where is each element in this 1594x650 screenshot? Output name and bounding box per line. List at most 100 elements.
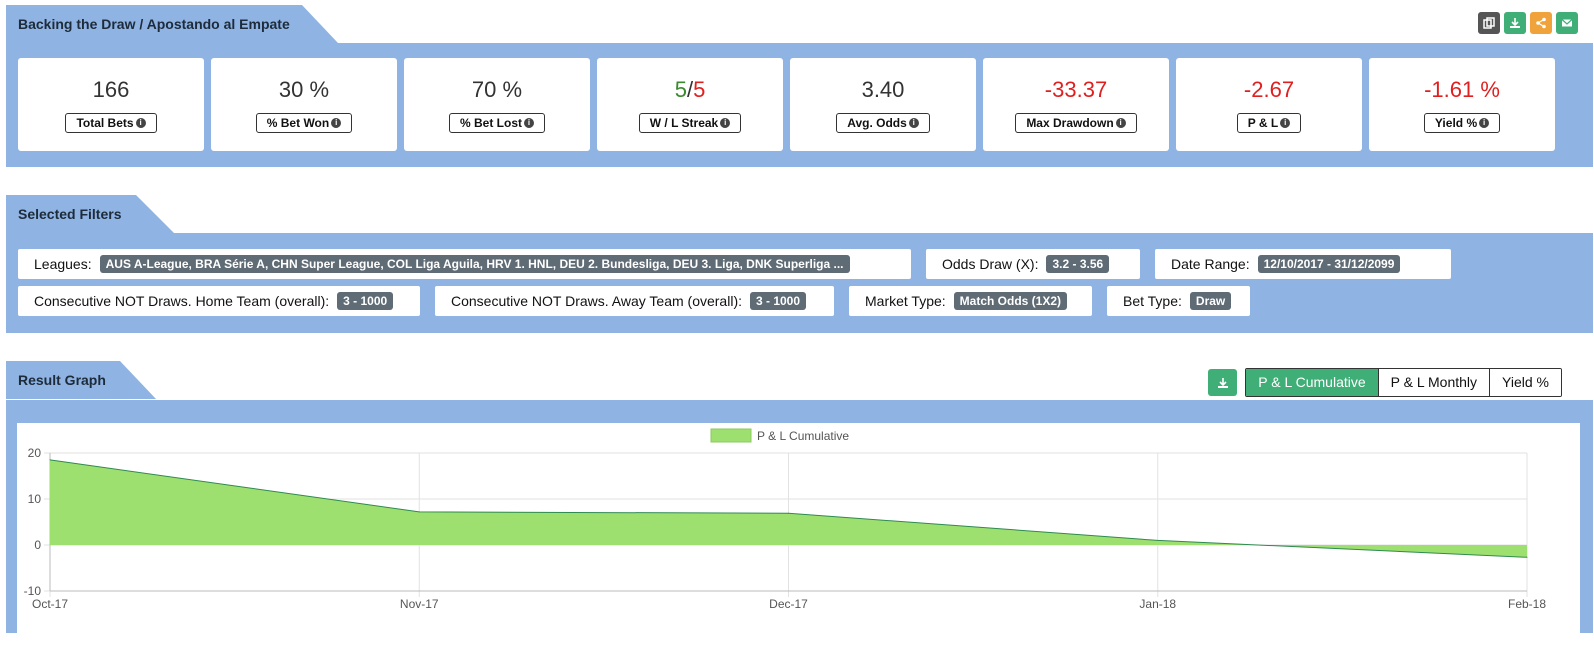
- y-tick-label: 10: [28, 492, 42, 506]
- filter-leagues: Leagues: AUS A-League, BRA Série A, CHN …: [18, 249, 911, 279]
- x-tick-label: Feb-18: [1508, 597, 1546, 611]
- email-button[interactable]: [1556, 12, 1578, 34]
- email-icon: [1561, 19, 1573, 27]
- download-icon: [1217, 377, 1228, 388]
- share-button[interactable]: [1530, 12, 1552, 34]
- filter-tag: 12/10/2017 - 31/12/2099: [1257, 255, 1401, 273]
- stats-row: 166 Total Bets i 30 % % Bet Won i 70 % % B…: [18, 58, 1555, 151]
- stat-card-wl-streak: 5/5 W / L Streak i: [597, 58, 783, 151]
- filter-tag: AUS A-League, BRA Série A, CHN Super Lea…: [99, 255, 850, 273]
- filter-label: Market Type:: [865, 293, 946, 309]
- info-icon[interactable]: i: [1115, 118, 1126, 129]
- filter-tag: Draw: [1189, 292, 1232, 310]
- download-icon: [1510, 18, 1520, 28]
- stat-label[interactable]: Yield % i: [1423, 112, 1501, 133]
- tab-pl-cumulative[interactable]: P & L Cumulative: [1246, 369, 1378, 396]
- x-tick-label: Oct-17: [32, 597, 68, 611]
- download-button[interactable]: [1504, 12, 1526, 34]
- loss-streak: 5: [693, 76, 706, 102]
- filter-label: Bet Type:: [1123, 293, 1182, 309]
- filter-away-not-draws: Consecutive NOT Draws. Away Team (overal…: [435, 286, 834, 316]
- data-point: [418, 511, 420, 513]
- stat-card-bet-won: 30 % % Bet Won i: [211, 58, 397, 151]
- stat-card-max-drawdown: -33.37 Max Drawdown i: [983, 58, 1169, 151]
- section-header-result-graph: Result Graph: [6, 361, 156, 399]
- filter-label: Consecutive NOT Draws. Home Team (overal…: [34, 293, 330, 309]
- filter-label: Consecutive NOT Draws. Away Team (overal…: [451, 293, 742, 309]
- filter-label: Date Range:: [1171, 256, 1250, 272]
- tab-yield[interactable]: Yield %: [1489, 369, 1561, 396]
- stat-value: 30 %: [278, 76, 330, 102]
- section-header-backing-draw: Backing the Draw / Apostando al Empate: [6, 5, 338, 43]
- info-icon[interactable]: i: [1280, 118, 1291, 129]
- info-icon[interactable]: i: [524, 118, 534, 129]
- copy-icon: [1483, 17, 1495, 29]
- stat-value: 3.40: [861, 76, 905, 102]
- stat-card-bet-lost: 70 % % Bet Lost i: [404, 58, 590, 151]
- stat-label[interactable]: W / L Streak i: [638, 112, 742, 133]
- copy-button[interactable]: [1478, 12, 1500, 34]
- stat-label[interactable]: Avg. Odds i: [836, 112, 930, 133]
- info-icon[interactable]: i: [720, 118, 731, 129]
- series-area-pl-cumulative: [50, 459, 1527, 558]
- stat-value: 5/5: [675, 77, 706, 103]
- filter-tag: 3.2 - 3.56: [1046, 255, 1110, 273]
- streak-separator: /: [686, 76, 694, 102]
- stat-label[interactable]: % Bet Won i: [255, 112, 353, 133]
- page-title: Backing the Draw / Apostando al Empate: [18, 16, 290, 32]
- toolbar-icons: [1478, 12, 1578, 34]
- stat-value: 70 %: [471, 76, 523, 102]
- info-icon[interactable]: i: [1479, 118, 1490, 129]
- stats-panel: 166 Total Bets i 30 % % Bet Won i 70 % % B…: [6, 43, 1593, 167]
- data-point: [1526, 556, 1528, 558]
- chart-tabs: P & L Cumulative P & L Monthly Yield %: [1245, 368, 1562, 397]
- data-point: [788, 512, 789, 514]
- stat-label[interactable]: Max Drawdown i: [1015, 112, 1137, 133]
- filters-panel: [6, 233, 1593, 333]
- x-tick-label: Jan-18: [1139, 597, 1176, 611]
- stat-label[interactable]: Total Bets i: [65, 112, 157, 133]
- filter-odds-draw: Odds Draw (X): 3.2 - 3.56: [926, 249, 1140, 279]
- tab-pl-monthly[interactable]: P & L Monthly: [1377, 369, 1490, 396]
- info-icon[interactable]: i: [331, 118, 342, 129]
- header-tab-shape: [6, 361, 156, 399]
- graph-controls: P & L Cumulative P & L Monthly Yield %: [1208, 368, 1562, 397]
- stat-card-yield: -1.61 % Yield % i: [1369, 58, 1555, 151]
- filter-tag: 3 - 1000: [750, 292, 807, 310]
- filter-date-range: Date Range: 12/10/2017 - 31/12/2099: [1155, 249, 1451, 279]
- stat-card-total-bets: 166 Total Bets i: [18, 58, 204, 151]
- y-tick-label: 20: [28, 446, 42, 460]
- y-tick-label: -10: [24, 584, 42, 598]
- filter-home-not-draws: Consecutive NOT Draws. Home Team (overal…: [18, 286, 420, 316]
- filter-market-type: Market Type: Match Odds (1X2): [849, 286, 1092, 316]
- result-chart: 20 10 0 -10 Oct-17 Nov-17 Dec-17 Jan-18 Feb-18 P …: [17, 423, 1580, 634]
- data-point: [49, 459, 51, 461]
- stat-label[interactable]: % Bet Lost i: [448, 112, 545, 133]
- stat-value: -1.61 %: [1424, 76, 1500, 102]
- filter-tag: 3 - 1000: [337, 292, 394, 310]
- legend-swatch: [710, 428, 752, 443]
- data-point: [1157, 539, 1159, 541]
- y-tick-label: 0: [34, 538, 41, 552]
- section-header-filters: Selected Filters: [6, 195, 174, 233]
- stat-value: -2.67: [1243, 76, 1295, 102]
- share-icon: [1536, 17, 1546, 29]
- chart-download-button[interactable]: [1208, 369, 1238, 396]
- filter-label: Leagues:: [34, 256, 92, 272]
- info-icon[interactable]: i: [135, 118, 146, 129]
- header-tab-shape: [6, 5, 338, 43]
- info-icon[interactable]: i: [908, 118, 919, 129]
- win-streak: 5: [674, 76, 687, 102]
- section-title: Selected Filters: [18, 206, 122, 222]
- stat-value: -33.37: [1044, 76, 1108, 102]
- stat-value: 166: [92, 76, 130, 102]
- filter-tag: Match Odds (1X2): [953, 292, 1068, 310]
- legend-label: P & L Cumulative: [757, 429, 849, 443]
- stat-card-avg-odds: 3.40 Avg. Odds i: [790, 58, 976, 151]
- x-tick-label: Dec-17: [769, 597, 808, 611]
- filter-label: Odds Draw (X):: [942, 256, 1039, 272]
- filter-bet-type: Bet Type: Draw: [1107, 286, 1250, 316]
